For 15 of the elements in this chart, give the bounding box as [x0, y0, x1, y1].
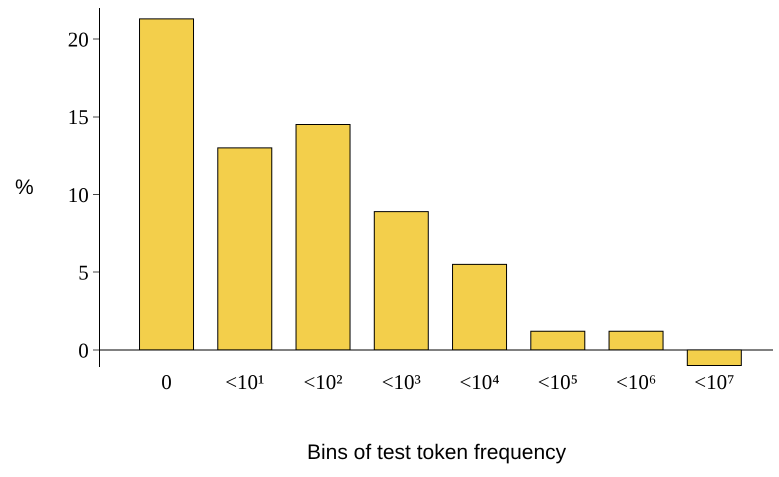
- y-tick-label: 10: [68, 182, 89, 207]
- x-tick-label: <10⁵: [538, 370, 578, 394]
- y-tick-label: 15: [68, 105, 89, 130]
- x-tick-label: <10⁴: [459, 370, 500, 394]
- y-tick-label: 0: [78, 338, 89, 362]
- x-tick-label: <10⁷: [694, 370, 734, 394]
- x-axis-title: Bins of test token frequency: [307, 441, 567, 464]
- x-tick-label: <10²: [303, 370, 343, 394]
- x-tick-label: 0: [161, 370, 172, 394]
- x-tick-label: <10³: [382, 370, 421, 394]
- y-tick-label: 5: [78, 260, 89, 285]
- y-axis-title: %: [15, 176, 34, 199]
- x-tick-label: <10⁶: [616, 370, 656, 394]
- y-tick-label: 20: [68, 27, 89, 52]
- x-tick-label: <10¹: [225, 370, 264, 394]
